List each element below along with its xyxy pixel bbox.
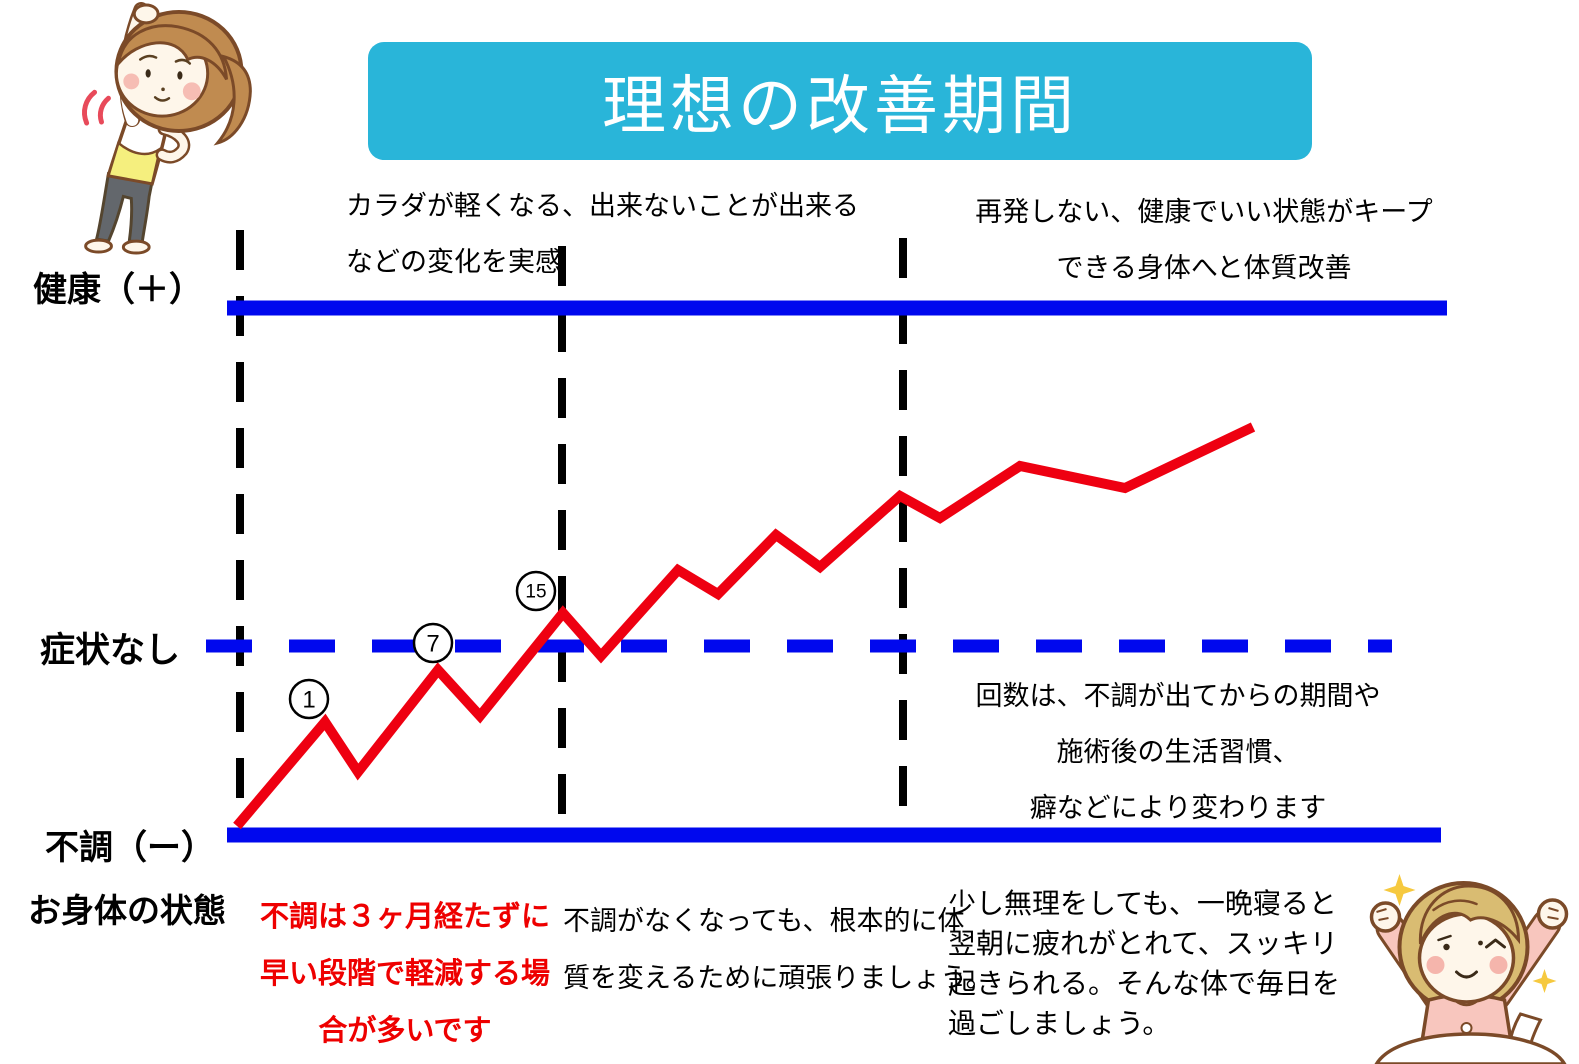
annotation-phase1-line2: などの変化を実感 bbox=[346, 247, 562, 277]
axis-label-no-symptoms: 症状なし bbox=[40, 631, 181, 670]
foot bbox=[121, 239, 151, 255]
session-marker-number: 7 bbox=[426, 631, 439, 658]
axis-label-unwell: 不調（ー） bbox=[45, 829, 215, 867]
eye bbox=[145, 69, 151, 78]
page-title: 理想の改善期間 bbox=[602, 70, 1078, 142]
fist bbox=[1536, 898, 1569, 930]
annotation-bottom-phase2-line1: 不調がなくなっても、根本的に体 bbox=[563, 906, 965, 936]
eye bbox=[1443, 943, 1450, 951]
annotation-bottom-phase3-line2: 翌朝に疲れがとれて、スッキリ bbox=[948, 928, 1338, 959]
annotation-phase3-line1: 再発しない、健康でいい状態がキープ bbox=[975, 197, 1433, 227]
eyebrow bbox=[1437, 934, 1452, 942]
nose bbox=[161, 87, 165, 92]
annotation-sessions-line1: 回数は、不調が出てからの期間や bbox=[975, 681, 1381, 711]
annotation-bottom-phase1-line3: 合が多いです bbox=[318, 1015, 492, 1047]
fist-lines bbox=[1376, 908, 1389, 921]
annotation-phase3: 再発しない、健康でいい状態がキープ できる身体へと体質改善 bbox=[964, 184, 1444, 296]
sparkle-icon bbox=[1383, 874, 1416, 906]
shirt-yellow bbox=[106, 140, 162, 186]
annotation-bottom-phase1-line1: 不調は３ヶ月経たずに bbox=[259, 901, 550, 933]
fist bbox=[1369, 901, 1402, 933]
session-marker-number: 1 bbox=[302, 687, 315, 714]
annotation-phase1-line1: カラダが軽くなる、出来ないことが出来る bbox=[346, 191, 859, 221]
annotation-bottom-phase3-line4: 過ごしましょう。 bbox=[948, 1008, 1171, 1039]
blush bbox=[1489, 956, 1508, 974]
nose bbox=[1478, 940, 1483, 946]
wink-eye bbox=[1485, 938, 1506, 949]
title-banner: 理想の改善期間 bbox=[368, 42, 1312, 160]
hip-arm bbox=[158, 125, 188, 162]
session-marker-number: 15 bbox=[525, 582, 546, 603]
annotation-sessions-note: 回数は、不調が出てからの期間や 施術後の生活習慣、 癖などにより変わります bbox=[958, 668, 1398, 836]
refreshed-woman-illustration bbox=[1369, 874, 1569, 1064]
eyebrow bbox=[174, 58, 192, 65]
hair-line bbox=[1432, 899, 1478, 912]
recovery-progress-line bbox=[233, 422, 1256, 830]
annotation-sessions-line3: 癖などにより変わります bbox=[1029, 793, 1327, 823]
session-marker-circle bbox=[288, 678, 330, 720]
annotation-sessions-line2: 施術後の生活習慣、 bbox=[1056, 737, 1300, 767]
mouth bbox=[153, 96, 171, 102]
fringe bbox=[116, 24, 229, 81]
blush bbox=[1426, 956, 1445, 974]
annotation-bottom-phase2: 不調がなくなっても、根本的に体 質を変えるために頑張りましょう。 bbox=[563, 893, 993, 1007]
blush bbox=[123, 73, 140, 90]
annotation-phase3-line2: できる身体へと体質改善 bbox=[1056, 253, 1352, 283]
fringe bbox=[1418, 884, 1521, 945]
annotation-phase1: カラダが軽くなる、出来ないことが出来る などの変化を実感 bbox=[346, 178, 859, 290]
eye bbox=[177, 71, 183, 80]
eyebrow bbox=[138, 54, 158, 61]
foot bbox=[84, 238, 113, 254]
hair-side bbox=[213, 54, 252, 146]
hand bbox=[132, 3, 160, 25]
annotation-bottom-phase3-line3: 起きられる。そんな体で毎日を bbox=[948, 968, 1341, 999]
blush bbox=[182, 82, 201, 101]
blanket bbox=[1374, 1032, 1567, 1064]
button bbox=[1460, 1022, 1473, 1034]
fist-lines bbox=[1547, 907, 1559, 920]
annotation-bottom-phase1-line2: 早い段階で軽減する場 bbox=[259, 958, 550, 990]
mouth bbox=[1455, 970, 1478, 979]
session-marker-circle bbox=[412, 622, 454, 664]
stretching-woman-illustration bbox=[82, 2, 252, 255]
annotation-bottom-phase3-line1: 少し無理をしても、一晩寝ると bbox=[948, 888, 1337, 919]
annotation-bottom-phase1: 不調は３ヶ月経たずに 早い段階で軽減する場 合が多いです bbox=[255, 889, 555, 1060]
session-marker-circle bbox=[515, 570, 557, 612]
sparkle-icon bbox=[1532, 969, 1557, 993]
annotation-bottom-phase2-line2: 質を変えるために頑張りましょう。 bbox=[563, 963, 993, 993]
motion-mark-icon bbox=[82, 89, 98, 126]
pants bbox=[94, 171, 154, 244]
motion-mark-icon bbox=[97, 95, 111, 125]
axis-label-body-state: お身体の状態 bbox=[28, 892, 226, 929]
annotation-bottom-phase3: 少し無理をしても、一晩寝ると 翌朝に疲れがとれて、スッキリ 起きられる。そんな体… bbox=[948, 884, 1340, 1044]
axis-label-health: 健康（＋） bbox=[33, 271, 203, 309]
